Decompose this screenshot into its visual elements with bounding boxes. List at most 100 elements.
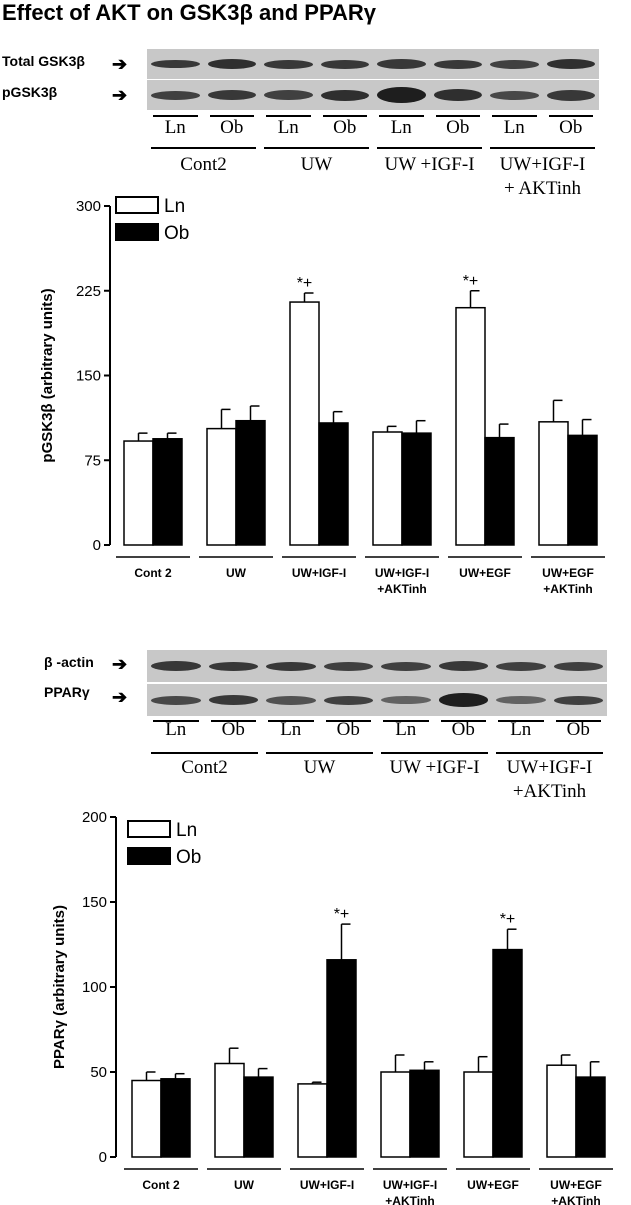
blot-bottom-band — [266, 695, 316, 705]
page-title: Effect of AKT on GSK3β and PPARγ — [2, 0, 377, 25]
y-tick-label: 0 — [99, 1149, 107, 1166]
blot-bottom-lane-line — [325, 720, 371, 722]
blot-top-band — [377, 87, 426, 103]
bar-ln — [463, 1071, 494, 1158]
blot-bottom-band — [553, 661, 603, 671]
y-tick-label: 150 — [82, 894, 107, 911]
blot-bottom-lane-line — [383, 720, 429, 722]
legend-swatch-ob — [115, 223, 159, 241]
blot-bottom-group-line — [381, 752, 488, 754]
significance-annotation: *+ — [500, 911, 516, 928]
blot-top-band — [320, 89, 369, 101]
blot-bottom-lane-label: Ln — [510, 719, 532, 740]
significance-annotation: *+ — [463, 273, 479, 290]
blot-top-lane-label: Ob — [446, 117, 470, 138]
blot-top-band — [546, 59, 595, 69]
blot-top-band — [207, 90, 256, 100]
bar-ln — [131, 1079, 162, 1158]
legend-swatch-ln — [115, 196, 159, 214]
category-label: UW+IGF-I — [292, 566, 346, 580]
blot-row-label-beta-actin: β -actin — [44, 654, 94, 670]
blot-bottom-lane-label: Ob — [566, 719, 590, 740]
blot-bottom-lane-label: Ob — [451, 719, 475, 740]
bar-ob — [318, 422, 349, 546]
blot-top-group-line — [151, 147, 256, 149]
legend-label-ob: Ob — [176, 847, 201, 868]
y-tick-label: 0 — [93, 537, 101, 554]
blot-bottom-band — [496, 661, 546, 671]
blot-top-band — [433, 59, 482, 69]
blot-top-strip-1 — [147, 80, 599, 110]
bar-ln — [289, 301, 320, 546]
blot-top-band — [151, 90, 200, 100]
blot-bottom-band — [381, 696, 431, 704]
blot-top-group-line — [377, 147, 482, 149]
blot-top-group-label: UW+IGF-I + AKTinh — [499, 154, 586, 199]
blot-bottom-lane-label: Ln — [395, 719, 417, 740]
category-label: UW+IGF-I — [375, 566, 429, 580]
blot-bottom-band — [208, 661, 258, 671]
blot-bottom-group-line — [151, 752, 258, 754]
blot-bottom-lane-line — [498, 720, 544, 722]
blot-bottom-band — [438, 693, 488, 707]
bar-ob — [409, 1069, 440, 1158]
category-label: +AKTinh — [377, 582, 426, 596]
category-label: UW+EGF — [550, 1178, 602, 1192]
bar-ln — [380, 1071, 411, 1158]
bar-ob — [235, 419, 266, 546]
blot-bottom-lane-line — [440, 720, 486, 722]
significance-annotation: *+ — [334, 906, 350, 923]
blot-bottom-band — [151, 695, 201, 705]
legend-label-ln: Ln — [176, 820, 197, 841]
bar-ln — [546, 1064, 577, 1158]
blot-top-band — [490, 59, 539, 69]
blot-bottom-lane-line — [555, 720, 601, 722]
bar-ob — [243, 1076, 274, 1158]
blot-row-label-total-gsk3b: Total GSK3β — [2, 53, 85, 69]
y-tick-label: 150 — [76, 368, 101, 385]
blot-bottom-group-label: UW +IGF-I — [389, 757, 480, 778]
blot-bottom-lane-line — [210, 720, 256, 722]
legend-swatch-ob — [127, 847, 171, 865]
bar-ln — [206, 427, 237, 546]
y-axis-label: PPARγ (arbitrary units) — [51, 905, 68, 1069]
category-label: UW+EGF — [542, 566, 594, 580]
bar-ln — [123, 440, 154, 546]
blot-bottom-group-line — [266, 752, 373, 754]
blot-bottom-group-line — [496, 752, 603, 754]
arrow-icon: ➔ — [112, 85, 128, 105]
blot-bottom-band — [438, 661, 488, 671]
blot-bottom-lane-label: Ob — [221, 719, 245, 740]
blot-top-lane-line — [492, 115, 537, 117]
blot-top-lane-line — [548, 115, 593, 117]
blot-top-group-label: UW +IGF-I — [384, 154, 475, 175]
bar-ob — [326, 959, 357, 1158]
blot-bottom-strip-0 — [147, 650, 607, 682]
blot-top-band — [433, 89, 482, 101]
category-label: UW — [234, 1178, 255, 1192]
blot-top-band — [377, 59, 426, 69]
blot-bottom-band — [208, 695, 258, 705]
blot-row-label-pgsk3b: pGSK3β — [2, 84, 58, 100]
y-tick-label: 75 — [84, 452, 101, 469]
blot-top-band — [264, 59, 313, 69]
legend-swatch-ln — [127, 820, 171, 838]
bar-ob — [567, 434, 598, 546]
blot-bottom-strip-1 — [147, 684, 607, 716]
legend-label-ob: Ob — [164, 223, 189, 244]
y-tick-label: 300 — [76, 198, 101, 215]
blot-top-band — [546, 89, 595, 101]
blot-bottom-band — [381, 661, 431, 671]
blot-top-group-label: UW — [300, 154, 333, 175]
y-tick-label: 200 — [82, 809, 107, 826]
category-label: UW+EGF — [467, 1178, 519, 1192]
bar-ln — [372, 431, 403, 546]
blot-bottom-band — [553, 695, 603, 705]
blot-bottom-band — [151, 661, 201, 671]
blot-top-lane-label: Ln — [164, 117, 186, 138]
blot-top-lane-label: Ob — [559, 117, 583, 138]
blot-bottom-lane-line — [268, 720, 314, 722]
arrow-icon: ➔ — [112, 54, 128, 74]
blot-bottom-group-label: UW+IGF-I +AKTinh — [506, 757, 593, 802]
blot-top-lane-line — [379, 115, 424, 117]
